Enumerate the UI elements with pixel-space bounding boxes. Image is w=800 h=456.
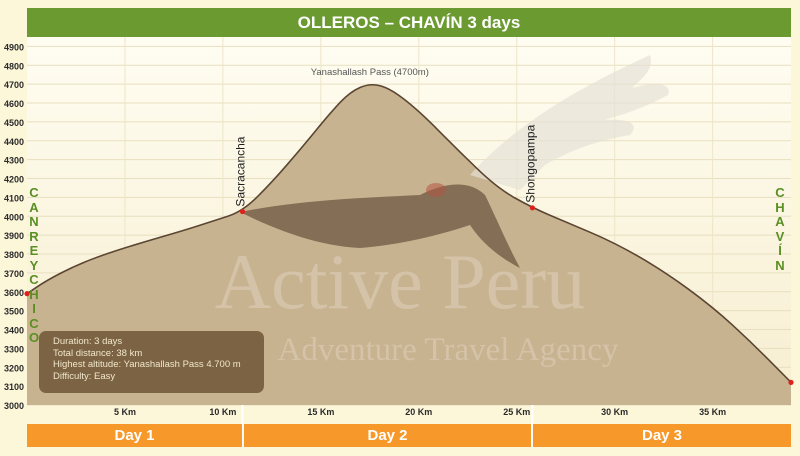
y-tick-label: 4200 (4, 175, 24, 185)
y-tick-label: 3600 (4, 288, 24, 298)
day-3-label: Day 3 (641, 427, 683, 444)
y-tick-label: 4300 (4, 156, 24, 166)
side-label-letter: O (28, 330, 40, 345)
elevation-area (27, 84, 791, 405)
x-tick-label: 15 Km (307, 407, 334, 417)
side-label-letter: Í (778, 243, 782, 258)
info-duration: Duration: 3 days (53, 336, 123, 347)
y-axis-ticks: 3000 3100 3200 3300 3400 3500 3600 3700 3800 3900… (4, 42, 24, 411)
side-label-letter: V (775, 228, 785, 244)
info-difficulty: Difficulty: Easy (53, 370, 116, 382)
side-label-letter: A (29, 199, 39, 215)
waypoint-marker (529, 205, 536, 211)
y-tick-label: 3300 (4, 344, 24, 354)
y-tick-label: 3200 (4, 363, 24, 373)
waypoint-markers: Sacracancha Yanashallash Pass (4700m) Shon… (24, 67, 794, 385)
chart-title: OLLEROS – CHAVÍN 3 days (27, 8, 791, 37)
info-altitude: Highest altitude: Yanashallash Pass 4.70… (53, 359, 241, 370)
x-tick-label: 30 Km (601, 407, 628, 417)
side-label-letter: C (29, 272, 39, 287)
elevation-line (26, 83, 792, 383)
side-label-letter: H (775, 199, 785, 215)
y-tick-label: 3900 (4, 231, 24, 241)
side-label-letter: N (775, 257, 785, 273)
x-tick-label: 25 Km (503, 407, 530, 417)
x-tick-label: 10 Km (209, 407, 236, 417)
waypoint-marker (24, 291, 30, 297)
y-tick-label: 4600 (4, 99, 24, 109)
side-label-letter: I (32, 301, 36, 316)
watermark-brand: Active Peru (215, 238, 585, 325)
waypoint-marker (239, 208, 246, 215)
y-tick-label: 3700 (4, 269, 24, 279)
y-tick-label: 4900 (4, 42, 24, 52)
y-tick-label: 3100 (4, 382, 24, 392)
side-label-letter: N (29, 214, 39, 229)
y-tick-label: 4500 (4, 118, 24, 128)
side-label-letter: H (29, 286, 39, 302)
x-tick-label: 20 Km (405, 407, 432, 417)
trek-info-box: Duration: 3 days Total distance: 38 km H… (39, 331, 264, 393)
side-label-letter: Y (29, 257, 39, 273)
y-tick-label: 3800 (4, 250, 24, 260)
y-tick-label: 3000 (4, 401, 24, 411)
waypoint-label: Sacracancha (233, 136, 247, 206)
y-tick-label: 4100 (4, 193, 24, 203)
day-2-band: Day 2 (244, 424, 531, 447)
side-label-letter: R (29, 228, 39, 244)
day-3-band: Day 3 (533, 424, 791, 447)
watermark-tagline: Adventure Travel Agency (278, 332, 619, 368)
y-tick-label: 3500 (4, 307, 24, 317)
x-tick-label: 35 Km (699, 407, 726, 417)
side-label-letter: A (775, 214, 785, 229)
condor-icon (240, 55, 669, 268)
y-tick-label: 3400 (4, 326, 24, 336)
x-tick-label: 5 Km (114, 407, 136, 417)
y-tick-label: 4800 (4, 61, 24, 71)
x-axis-ticks: 5 Km 10 Km 15 Km 20 Km 25 Km 30 Km 35 Km (114, 407, 726, 417)
waypoint-label: Shongopampa (523, 124, 537, 202)
day-2-label: Day 2 (367, 427, 408, 444)
side-label-letter: E (29, 243, 39, 258)
day-1-band: Day 1 (27, 424, 242, 447)
y-tick-label: 4400 (4, 137, 24, 147)
peak-label: Yanashallash Pass (4700m) (311, 67, 429, 78)
info-distance: Total distance: 38 km (53, 347, 143, 359)
side-label-letter: C (29, 185, 39, 200)
side-label-letter: C (29, 315, 39, 331)
y-tick-label: 4000 (4, 212, 24, 222)
y-tick-label: 4700 (4, 80, 24, 90)
day-1-label: Day 1 (114, 427, 155, 444)
day-dividers (241, 405, 534, 447)
waypoint-marker (788, 379, 794, 385)
side-label-letter: C (775, 185, 785, 200)
